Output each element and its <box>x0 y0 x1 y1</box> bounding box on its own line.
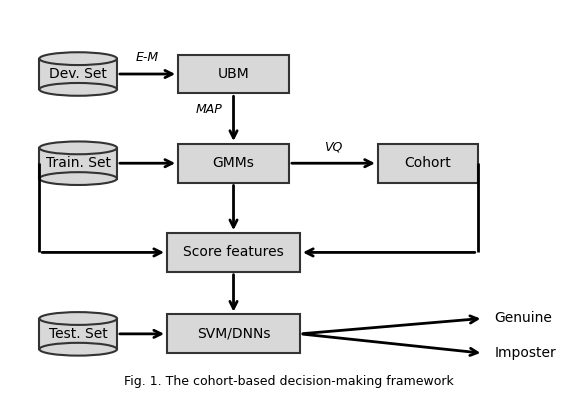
Text: GMMs: GMMs <box>213 156 254 170</box>
Bar <box>178 144 289 183</box>
Ellipse shape <box>39 312 117 325</box>
Ellipse shape <box>39 141 117 154</box>
Text: Test. Set: Test. Set <box>49 327 108 341</box>
Bar <box>178 55 289 93</box>
Text: Train. Set: Train. Set <box>46 156 110 170</box>
Text: SVM/DNNs: SVM/DNNs <box>197 327 271 341</box>
Text: UBM: UBM <box>218 67 249 81</box>
Text: Fig. 1. The cohort-based decision-making framework: Fig. 1. The cohort-based decision-making… <box>124 375 454 388</box>
Bar <box>167 233 300 272</box>
Text: Genuine: Genuine <box>494 311 552 325</box>
Text: E-M: E-M <box>136 51 159 64</box>
Ellipse shape <box>39 83 117 96</box>
Bar <box>39 59 117 89</box>
Text: MAP: MAP <box>196 103 223 116</box>
Bar <box>39 148 117 179</box>
Ellipse shape <box>39 343 117 356</box>
Text: Dev. Set: Dev. Set <box>49 67 107 81</box>
Text: Cohort: Cohort <box>405 156 451 170</box>
Bar <box>378 144 477 183</box>
Bar <box>39 318 117 349</box>
Bar <box>167 314 300 353</box>
Ellipse shape <box>39 172 117 185</box>
Text: Score features: Score features <box>183 245 284 259</box>
Text: Imposter: Imposter <box>494 346 556 360</box>
Ellipse shape <box>39 52 117 65</box>
Text: VQ: VQ <box>324 141 343 154</box>
